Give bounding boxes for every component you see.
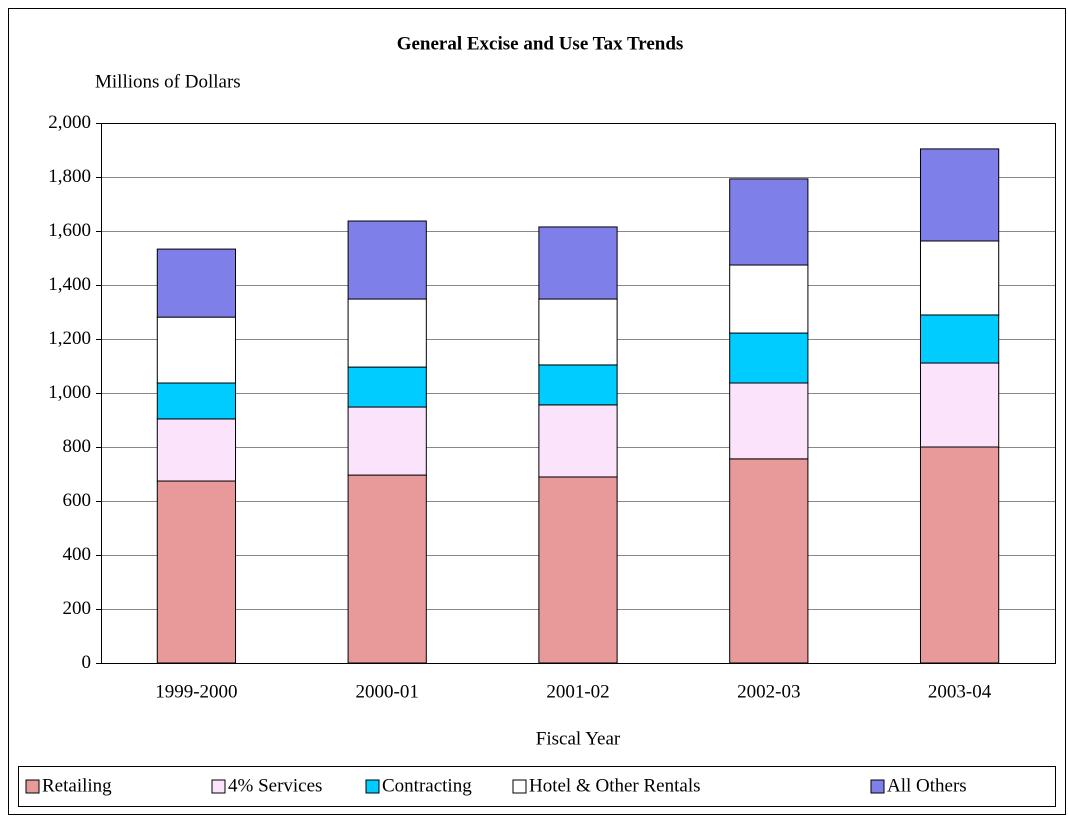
bar-segment xyxy=(538,364,618,406)
bar-segment xyxy=(729,458,809,664)
y-tick-label: 1,000 xyxy=(48,382,91,403)
bar-segment xyxy=(156,382,237,420)
x-tick-label: 2003-04 xyxy=(928,681,992,702)
bar-segment xyxy=(729,264,809,334)
legend-label: All Others xyxy=(887,775,967,796)
bar-segment xyxy=(156,248,237,318)
bar-segment xyxy=(156,418,237,482)
bar-segment xyxy=(347,406,427,476)
bar-segment xyxy=(919,148,1000,242)
bar-segment xyxy=(347,298,427,368)
y-tick-label: 800 xyxy=(63,436,92,457)
legend-swatch xyxy=(365,779,380,794)
bar-segment xyxy=(729,382,809,460)
legend-label: Retailing xyxy=(42,775,112,796)
bar-segment xyxy=(347,220,427,300)
plot-frame xyxy=(101,123,1056,664)
y-tick-label: 1,400 xyxy=(48,274,91,295)
bar-segment xyxy=(538,298,618,366)
bar-segment xyxy=(919,314,1000,364)
y-tick-label: 1,200 xyxy=(48,328,91,349)
x-tick-label: 1999-2000 xyxy=(155,681,237,702)
y-tick-label: 200 xyxy=(63,598,92,619)
y-tick-label: 1,600 xyxy=(48,220,91,241)
bar-segment xyxy=(347,474,427,664)
bar-segment xyxy=(729,178,809,266)
bar-segment xyxy=(538,404,618,478)
bar-segment xyxy=(919,362,1000,448)
bar-segment xyxy=(156,480,237,664)
legend-label: Contracting xyxy=(382,775,472,796)
bar-segment xyxy=(729,332,809,384)
x-tick-label: 2002-03 xyxy=(737,681,800,702)
legend-swatch xyxy=(211,779,226,794)
y-tick-label: 2,000 xyxy=(48,112,91,133)
legend-label: Hotel & Other Rentals xyxy=(529,775,701,796)
legend-swatch xyxy=(25,779,40,794)
bar-segment xyxy=(538,226,618,300)
y-tick-label: 0 xyxy=(82,652,92,673)
bar-segment xyxy=(919,240,1000,316)
y-tick-label: 600 xyxy=(63,490,92,511)
chart-title: General Excise and Use Tax Trends xyxy=(397,33,684,54)
bar-segment xyxy=(919,446,1000,664)
x-axis-label: Fiscal Year xyxy=(536,728,621,749)
legend-swatch xyxy=(870,779,885,794)
legend-swatch xyxy=(512,779,527,794)
y-axis-label: Millions of Dollars xyxy=(95,71,241,92)
x-tick-label: 2001-02 xyxy=(546,681,609,702)
bar-segment xyxy=(538,476,618,664)
bar-segment xyxy=(156,316,237,384)
y-tick-label: 1,800 xyxy=(48,166,91,187)
y-tick-label: 400 xyxy=(63,544,92,565)
legend-label: 4% Services xyxy=(228,775,322,796)
bar-segment xyxy=(347,366,427,408)
x-tick-label: 2000-01 xyxy=(356,681,419,702)
